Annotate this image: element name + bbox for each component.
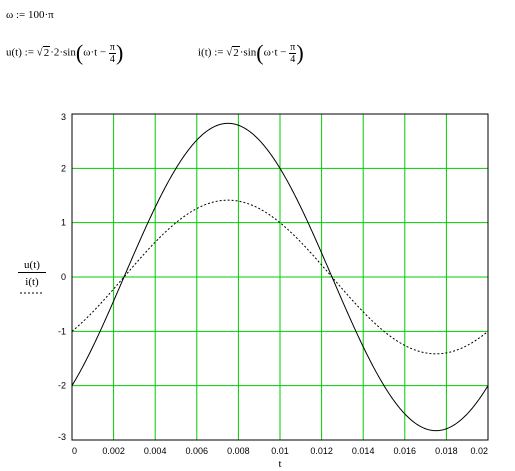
- equation-i: i(t) := √2·sin(ω·t − π 4 ): [198, 40, 304, 66]
- u-radicand: 2: [42, 45, 51, 59]
- x-axis-label: t: [278, 458, 281, 470]
- x-tick-label: 0.01: [271, 446, 289, 456]
- assign-operator: :=: [214, 46, 224, 59]
- plot-frame: [71, 113, 489, 441]
- legend: u(t) i(t): [18, 259, 46, 296]
- legend-u-label: u(t): [18, 259, 46, 273]
- x-tick-label: 0.008: [227, 446, 250, 456]
- y-tick-label: -1: [58, 326, 66, 336]
- equation-u: u(t) := √2·2·sin(ω·t − π 4 ): [6, 40, 123, 66]
- x-tick-label: 0.006: [186, 446, 209, 456]
- u-lhs: u(t): [6, 46, 22, 59]
- x-tick-label: 0.016: [394, 446, 417, 456]
- u-fraction: π 4: [108, 41, 116, 65]
- x-tick-label: 0.004: [144, 446, 167, 456]
- chart-grid: [71, 113, 489, 441]
- sqrt-sign: √: [226, 46, 233, 59]
- legend-i-label: i(t): [25, 276, 39, 288]
- u-mid: ·2·sin: [50, 46, 76, 59]
- y-tick-label: 2: [61, 163, 66, 173]
- i-mid: ·sin: [239, 46, 257, 59]
- paren-open: (: [75, 40, 84, 65]
- assign-operator: :=: [24, 46, 34, 59]
- x-tick-label: 0.018: [435, 446, 458, 456]
- y-tick-label: 3: [61, 112, 66, 122]
- equation-omega: ω := 100·π: [6, 9, 54, 21]
- x-tick-label: 0.02: [470, 446, 488, 456]
- sqrt-sign: √: [36, 46, 43, 59]
- x-tick-label: 0: [72, 446, 77, 456]
- x-tick-label: 0.012: [310, 446, 333, 456]
- paren-close: ): [115, 40, 124, 65]
- omega-symbol: ω: [6, 9, 14, 21]
- i-radicand: 2: [232, 45, 240, 59]
- u-frac-den: 4: [109, 53, 115, 65]
- y-tick-label: 1: [61, 218, 66, 228]
- y-tick-label: -3: [58, 432, 66, 442]
- i-lhs: i(t): [198, 46, 212, 59]
- y-tick-label: 0: [61, 272, 66, 282]
- u-inner: ω·t −: [83, 46, 107, 59]
- chart-ticks: 0 0.002 0.004 0.006 0.008 0.01 0.012 0.014 0.016…: [58, 112, 488, 456]
- series-line-i: [71, 199, 489, 355]
- legend-i-swatch: [20, 292, 44, 294]
- x-tick-label: 0.002: [102, 446, 125, 456]
- chart-lines: [71, 122, 489, 432]
- assign-operator: :=: [16, 9, 26, 21]
- u-frac-num: π: [108, 41, 116, 54]
- y-tick-label: -2: [58, 381, 66, 391]
- paren-close: ): [296, 40, 304, 65]
- omega-value: 100·π: [28, 9, 54, 21]
- i-frac-den: 4: [290, 53, 296, 65]
- series-line-u: [71, 122, 489, 432]
- i-fraction: π 4: [289, 41, 297, 65]
- i-frac-num: π: [289, 41, 297, 54]
- i-inner: ω·t −: [263, 46, 287, 59]
- paren-open: (: [256, 40, 264, 65]
- x-tick-label: 0.014: [352, 446, 375, 456]
